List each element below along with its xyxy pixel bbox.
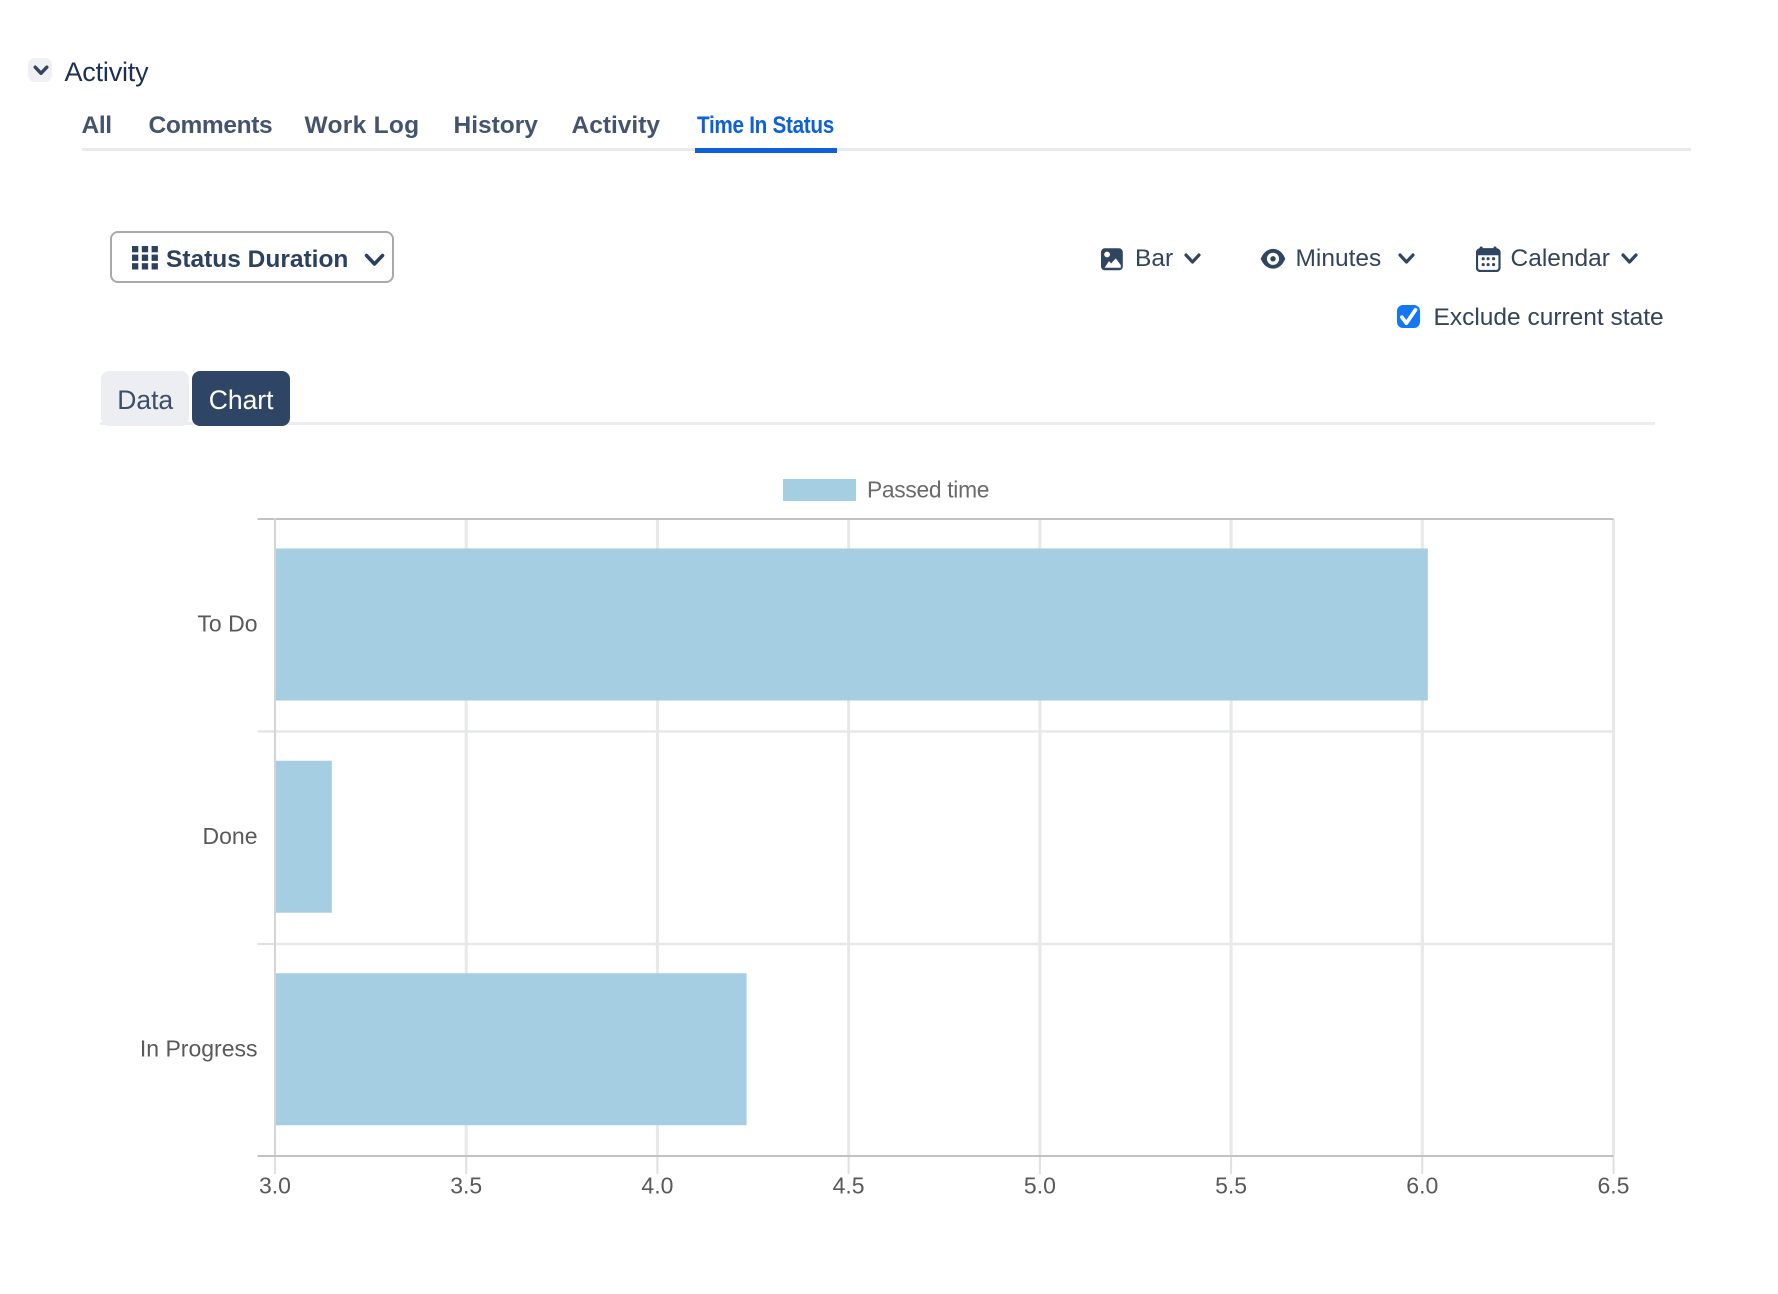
- svg-text:Passed time: Passed time: [867, 477, 989, 503]
- svg-text:3.0: 3.0: [259, 1172, 291, 1198]
- svg-text:4.5: 4.5: [833, 1172, 865, 1198]
- svg-text:To Do: To Do: [197, 611, 257, 637]
- svg-text:6.0: 6.0: [1406, 1172, 1438, 1198]
- svg-text:3.5: 3.5: [450, 1172, 482, 1198]
- svg-text:5.0: 5.0: [1024, 1172, 1056, 1198]
- svg-text:4.0: 4.0: [641, 1172, 673, 1198]
- svg-text:5.5: 5.5: [1215, 1172, 1247, 1198]
- svg-text:6.5: 6.5: [1598, 1172, 1630, 1198]
- svg-text:In Progress: In Progress: [140, 1036, 258, 1062]
- svg-text:Done: Done: [203, 823, 258, 849]
